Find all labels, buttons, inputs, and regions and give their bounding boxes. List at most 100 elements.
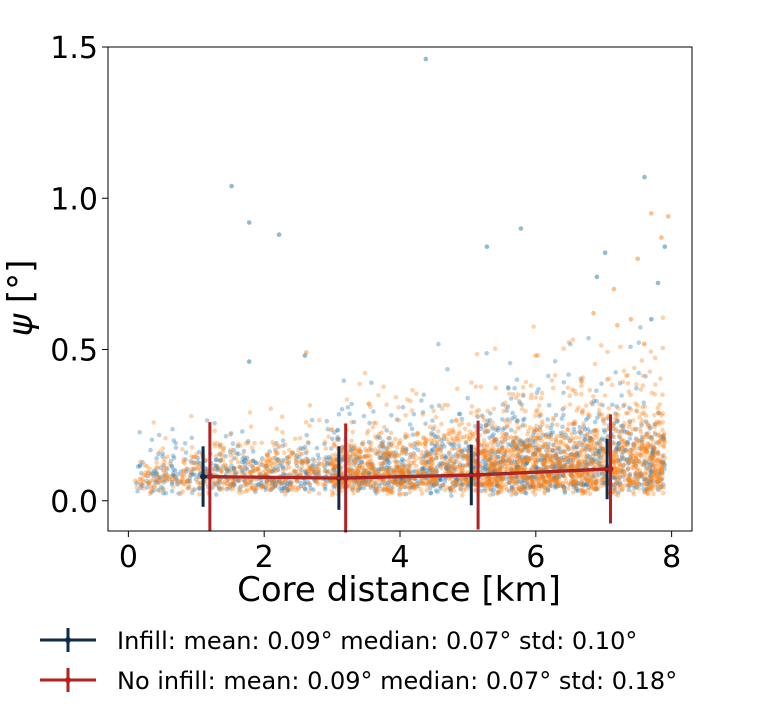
scatter-point bbox=[332, 457, 337, 463]
scatter-point bbox=[455, 447, 461, 453]
scatter-point bbox=[616, 440, 622, 446]
scatter-point bbox=[634, 408, 639, 414]
scatter-point bbox=[270, 466, 276, 471]
scatter-point bbox=[220, 453, 225, 459]
scatter-point bbox=[398, 480, 404, 486]
scatter-point bbox=[543, 463, 548, 468]
scatter-point bbox=[423, 56, 429, 62]
scatter-point bbox=[401, 445, 406, 450]
scatter-point bbox=[657, 474, 662, 480]
scatter-point bbox=[453, 477, 459, 483]
scatter-point bbox=[298, 483, 304, 489]
scatter-point bbox=[625, 372, 631, 378]
scatter-point bbox=[286, 464, 292, 470]
scatter-point bbox=[423, 470, 428, 476]
scatter-point bbox=[457, 460, 463, 466]
scatter-point bbox=[585, 453, 590, 459]
scatter-point bbox=[373, 486, 379, 491]
scatter-point bbox=[618, 423, 624, 429]
scatter-point bbox=[577, 429, 582, 435]
scatter-point bbox=[645, 477, 650, 483]
scatter-point bbox=[539, 390, 545, 396]
scatter-point bbox=[385, 459, 390, 464]
scatter-point bbox=[260, 484, 266, 489]
scatter-point bbox=[431, 426, 436, 432]
scatter-point bbox=[594, 459, 599, 465]
scatter-point bbox=[405, 397, 410, 402]
scatter-point bbox=[636, 340, 642, 346]
scatter-point bbox=[282, 442, 288, 447]
scatter-point bbox=[661, 434, 666, 439]
scatter-point bbox=[348, 444, 354, 449]
scatter-point bbox=[519, 475, 525, 481]
scatter-point bbox=[291, 452, 297, 457]
scatter-point bbox=[643, 449, 648, 454]
scatter-point bbox=[550, 459, 555, 465]
scatter-point bbox=[146, 481, 151, 486]
scatter-point bbox=[263, 471, 269, 477]
scatter-point bbox=[375, 434, 381, 440]
scatter-point bbox=[157, 488, 162, 494]
scatter-point bbox=[525, 483, 531, 488]
scatter-point bbox=[535, 433, 541, 438]
scatter-point bbox=[528, 455, 534, 461]
scatter-point bbox=[137, 430, 142, 435]
scatter-point bbox=[441, 483, 446, 488]
scatter-point bbox=[381, 384, 386, 390]
scatter-point bbox=[586, 435, 591, 441]
scatter-point bbox=[257, 462, 263, 468]
scatter-point bbox=[569, 431, 575, 436]
scatter-point bbox=[563, 475, 568, 481]
scatter-point bbox=[352, 447, 358, 452]
scatter-point bbox=[503, 449, 509, 455]
scatter-point bbox=[508, 476, 514, 481]
scatter-point bbox=[455, 464, 460, 470]
scatter-point bbox=[384, 484, 390, 490]
scatter-point bbox=[627, 418, 632, 424]
scatter-point bbox=[648, 474, 654, 480]
scatter-point bbox=[381, 481, 387, 486]
scatter-point bbox=[368, 477, 374, 483]
scatter-point bbox=[633, 436, 639, 441]
scatter-point bbox=[515, 418, 520, 423]
scatter-point bbox=[631, 453, 636, 459]
scatter-point bbox=[504, 424, 510, 430]
scatter-point bbox=[614, 416, 620, 422]
scatter-point bbox=[541, 432, 546, 438]
scatter-point bbox=[519, 490, 524, 495]
scatter-point bbox=[225, 481, 230, 486]
scatter-point bbox=[642, 470, 647, 476]
scatter-point bbox=[467, 436, 473, 442]
scatter-point bbox=[235, 443, 240, 449]
scatter-point bbox=[401, 467, 407, 472]
scatter-point bbox=[285, 488, 290, 494]
scatter-point bbox=[329, 478, 335, 484]
scatter-point bbox=[170, 426, 175, 432]
scatter-point bbox=[231, 466, 236, 471]
scatter-point bbox=[370, 470, 376, 476]
scatter-point bbox=[594, 448, 600, 453]
scatter-point bbox=[495, 448, 501, 453]
scatter-point bbox=[647, 484, 652, 490]
scatter-point bbox=[594, 486, 599, 491]
scatter-point bbox=[277, 478, 282, 484]
scatter-point bbox=[355, 488, 360, 494]
scatter-point bbox=[632, 365, 637, 371]
scatter-point bbox=[259, 485, 264, 491]
scatter-point bbox=[421, 392, 427, 398]
scatter-point bbox=[570, 446, 576, 452]
scatter-point bbox=[530, 483, 536, 489]
scatter-point bbox=[540, 474, 545, 480]
scatter-point bbox=[384, 445, 390, 450]
scatter-point bbox=[357, 463, 363, 469]
scatter-point bbox=[573, 483, 579, 489]
scatter-point bbox=[560, 407, 565, 412]
scatter-point bbox=[213, 453, 219, 459]
scatter-point bbox=[491, 487, 497, 493]
scatter-point bbox=[376, 393, 381, 398]
scatter-point bbox=[633, 473, 639, 479]
scatter-point bbox=[460, 453, 466, 459]
scatter-point bbox=[550, 453, 555, 459]
scatter-point bbox=[599, 471, 605, 477]
scatter-point bbox=[571, 426, 577, 432]
